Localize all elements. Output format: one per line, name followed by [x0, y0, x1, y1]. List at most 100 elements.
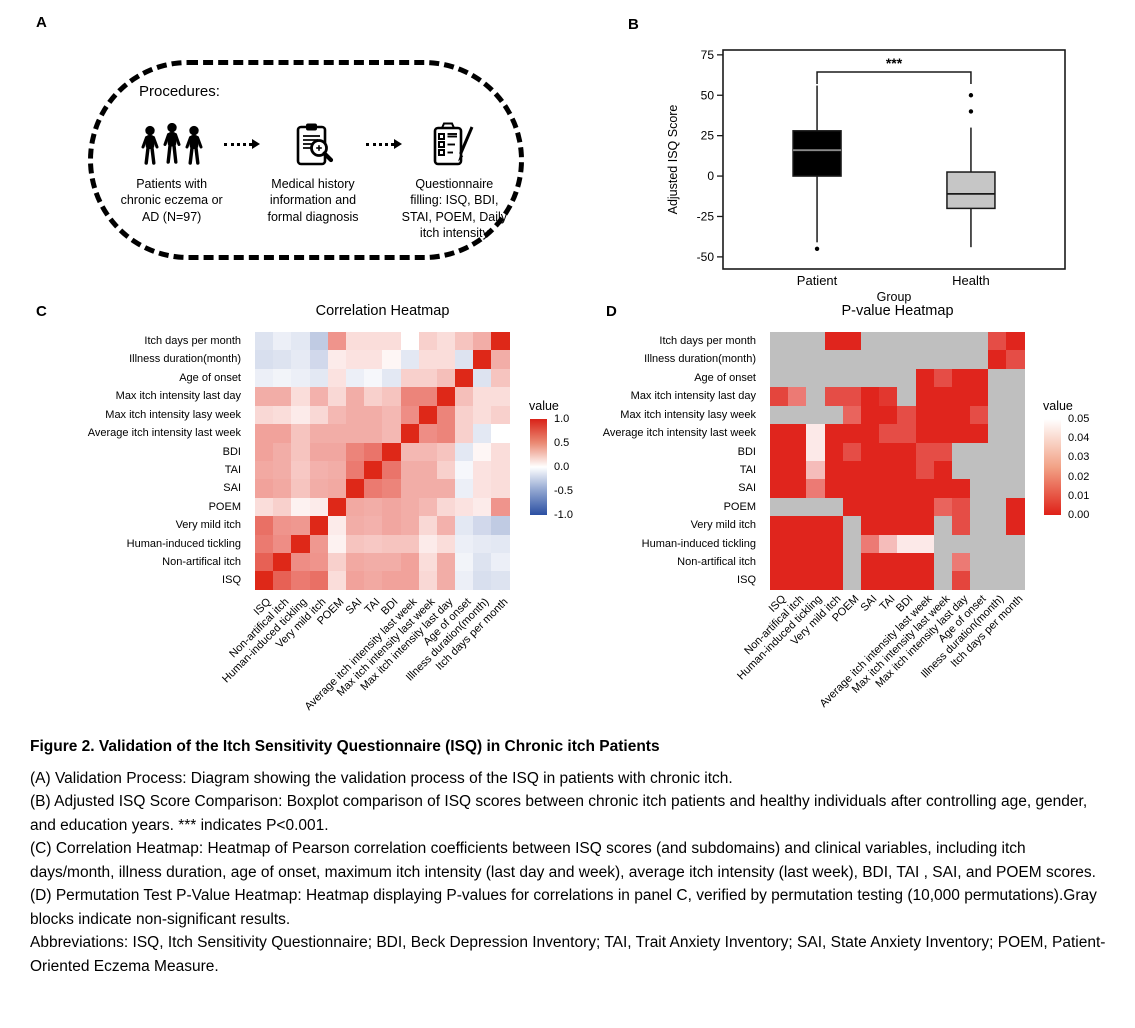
heatmap-cell	[970, 405, 989, 425]
heatmap-cell	[897, 497, 916, 517]
heatmap-row-label: POEM	[723, 500, 756, 513]
heatmap-cell	[309, 332, 328, 351]
heatmap-cell	[309, 460, 328, 480]
heatmap-cell	[364, 368, 383, 388]
heatmap-cell	[897, 460, 916, 480]
heatmap-cell	[455, 368, 474, 388]
heatmap-cell	[400, 350, 419, 369]
heatmap-cell	[291, 534, 310, 554]
heatmap-cell	[255, 553, 274, 572]
heatmap-cell	[255, 368, 274, 388]
heatmap-cell	[309, 497, 328, 517]
step-patients: Patients with chronic eczema or AD (N=97…	[119, 115, 224, 225]
heatmap-cell	[400, 332, 419, 351]
heatmap-cell	[842, 405, 861, 425]
heatmap-cell	[418, 387, 437, 406]
heatmap-cell	[915, 479, 934, 498]
heatmap-cell	[400, 460, 419, 480]
heatmap-cell	[491, 424, 510, 443]
heatmap-cell	[418, 553, 437, 572]
y-tick-label: 0	[707, 169, 714, 183]
pvalue-heatmap-grid	[770, 332, 1025, 590]
heatmap-row-label: Very mild itch	[690, 519, 756, 532]
heatmap-cell	[473, 405, 492, 425]
heatmap-cell	[436, 405, 456, 425]
heatmap-cell	[806, 497, 825, 517]
heatmap-cell	[327, 571, 346, 590]
heatmap-cell	[400, 424, 419, 443]
heatmap-cell	[345, 405, 365, 425]
heatmap-cell	[309, 553, 328, 572]
heatmap-cell	[951, 442, 971, 461]
heatmap-cell	[951, 332, 971, 351]
panel-b-letter: B	[628, 16, 639, 33]
heatmap-cell	[291, 424, 310, 443]
heatmap-cell	[988, 497, 1007, 517]
pvalue-heatmap-title: P-value Heatmap	[841, 303, 954, 319]
heatmap-cell	[806, 332, 825, 351]
heatmap-cell	[897, 534, 916, 554]
medical-record-magnifier-icon	[289, 115, 337, 167]
significance-stars: ***	[886, 55, 903, 71]
heatmap-cell	[327, 442, 346, 461]
step-patients-label: Patients with chronic eczema or AD (N=97…	[120, 177, 223, 224]
heatmap-cell	[382, 553, 401, 572]
pvalue-legend-gradient-bar	[1044, 419, 1061, 515]
heatmap-cell	[255, 350, 274, 369]
heatmap-cell	[842, 424, 861, 443]
heatmap-cell	[436, 368, 456, 388]
heatmap-cell	[1006, 460, 1025, 480]
heatmap-cell	[788, 405, 807, 425]
heatmap-cell	[788, 368, 807, 388]
heatmap-cell	[915, 497, 934, 517]
caption-abbreviations: Abbreviations: ISQ, Itch Sensitivity Que…	[30, 934, 1106, 975]
heatmap-cell	[806, 516, 825, 535]
heatmap-cell	[788, 350, 807, 369]
heatmap-cell	[788, 442, 807, 461]
heatmap-cell	[933, 405, 952, 425]
heatmap-cell	[418, 460, 437, 480]
heatmap-cell	[327, 516, 346, 535]
heatmap-cell	[455, 387, 474, 406]
heatmap-cell	[788, 571, 807, 590]
heatmap-cell	[255, 387, 274, 406]
heatmap-cell	[255, 516, 274, 535]
heatmap-cell	[473, 571, 492, 590]
heatmap-cell	[897, 479, 916, 498]
y-axis-label: Adjusted ISQ Score	[666, 105, 680, 215]
heatmap-cell	[951, 553, 971, 572]
heatmap-cell	[364, 350, 383, 369]
heatmap-cell	[473, 442, 492, 461]
heatmap-cell	[951, 497, 971, 517]
heatmap-cell	[345, 479, 365, 498]
heatmap-cell	[1006, 497, 1025, 517]
boxplot-chart: 75 50 25 0 -25 -50 Adjusted ISQ Score Patient He…	[666, 48, 1066, 304]
heatmap-row-label: Illness duration(month)	[129, 353, 241, 366]
heatmap-cell	[860, 368, 880, 388]
heatmap-cell	[824, 332, 843, 351]
heatmap-cell	[382, 516, 401, 535]
heatmap-cell	[915, 460, 934, 480]
heatmap-cell	[788, 479, 807, 498]
heatmap-cell	[824, 442, 843, 461]
legend-tick-label: 0.0	[554, 461, 570, 473]
heatmap-cell	[382, 497, 401, 517]
heatmap-cell	[327, 460, 346, 480]
heatmap-cell	[345, 534, 365, 554]
heatmap-cell	[491, 479, 510, 498]
heatmap-cell	[806, 571, 825, 590]
heatmap-cell	[879, 497, 898, 517]
heatmap-cell	[988, 387, 1007, 406]
correlation-legend-title: value	[529, 399, 559, 413]
heatmap-cell	[970, 424, 989, 443]
heatmap-cell	[915, 387, 934, 406]
heatmap-cell	[988, 424, 1007, 443]
step-questionnaire: Questionnaire filling: ISQ, BDI, STAI, P…	[402, 115, 507, 241]
heatmap-cell	[842, 571, 861, 590]
step-medical-history-label: Medical history information and formal d…	[267, 177, 359, 224]
heatmap-cell	[418, 497, 437, 517]
pvalue-legend-title: value	[1043, 399, 1073, 413]
panel-d-letter: D	[606, 303, 617, 320]
heatmap-row-label: Max itch intensity last day	[630, 390, 756, 403]
heatmap-cell	[400, 534, 419, 554]
